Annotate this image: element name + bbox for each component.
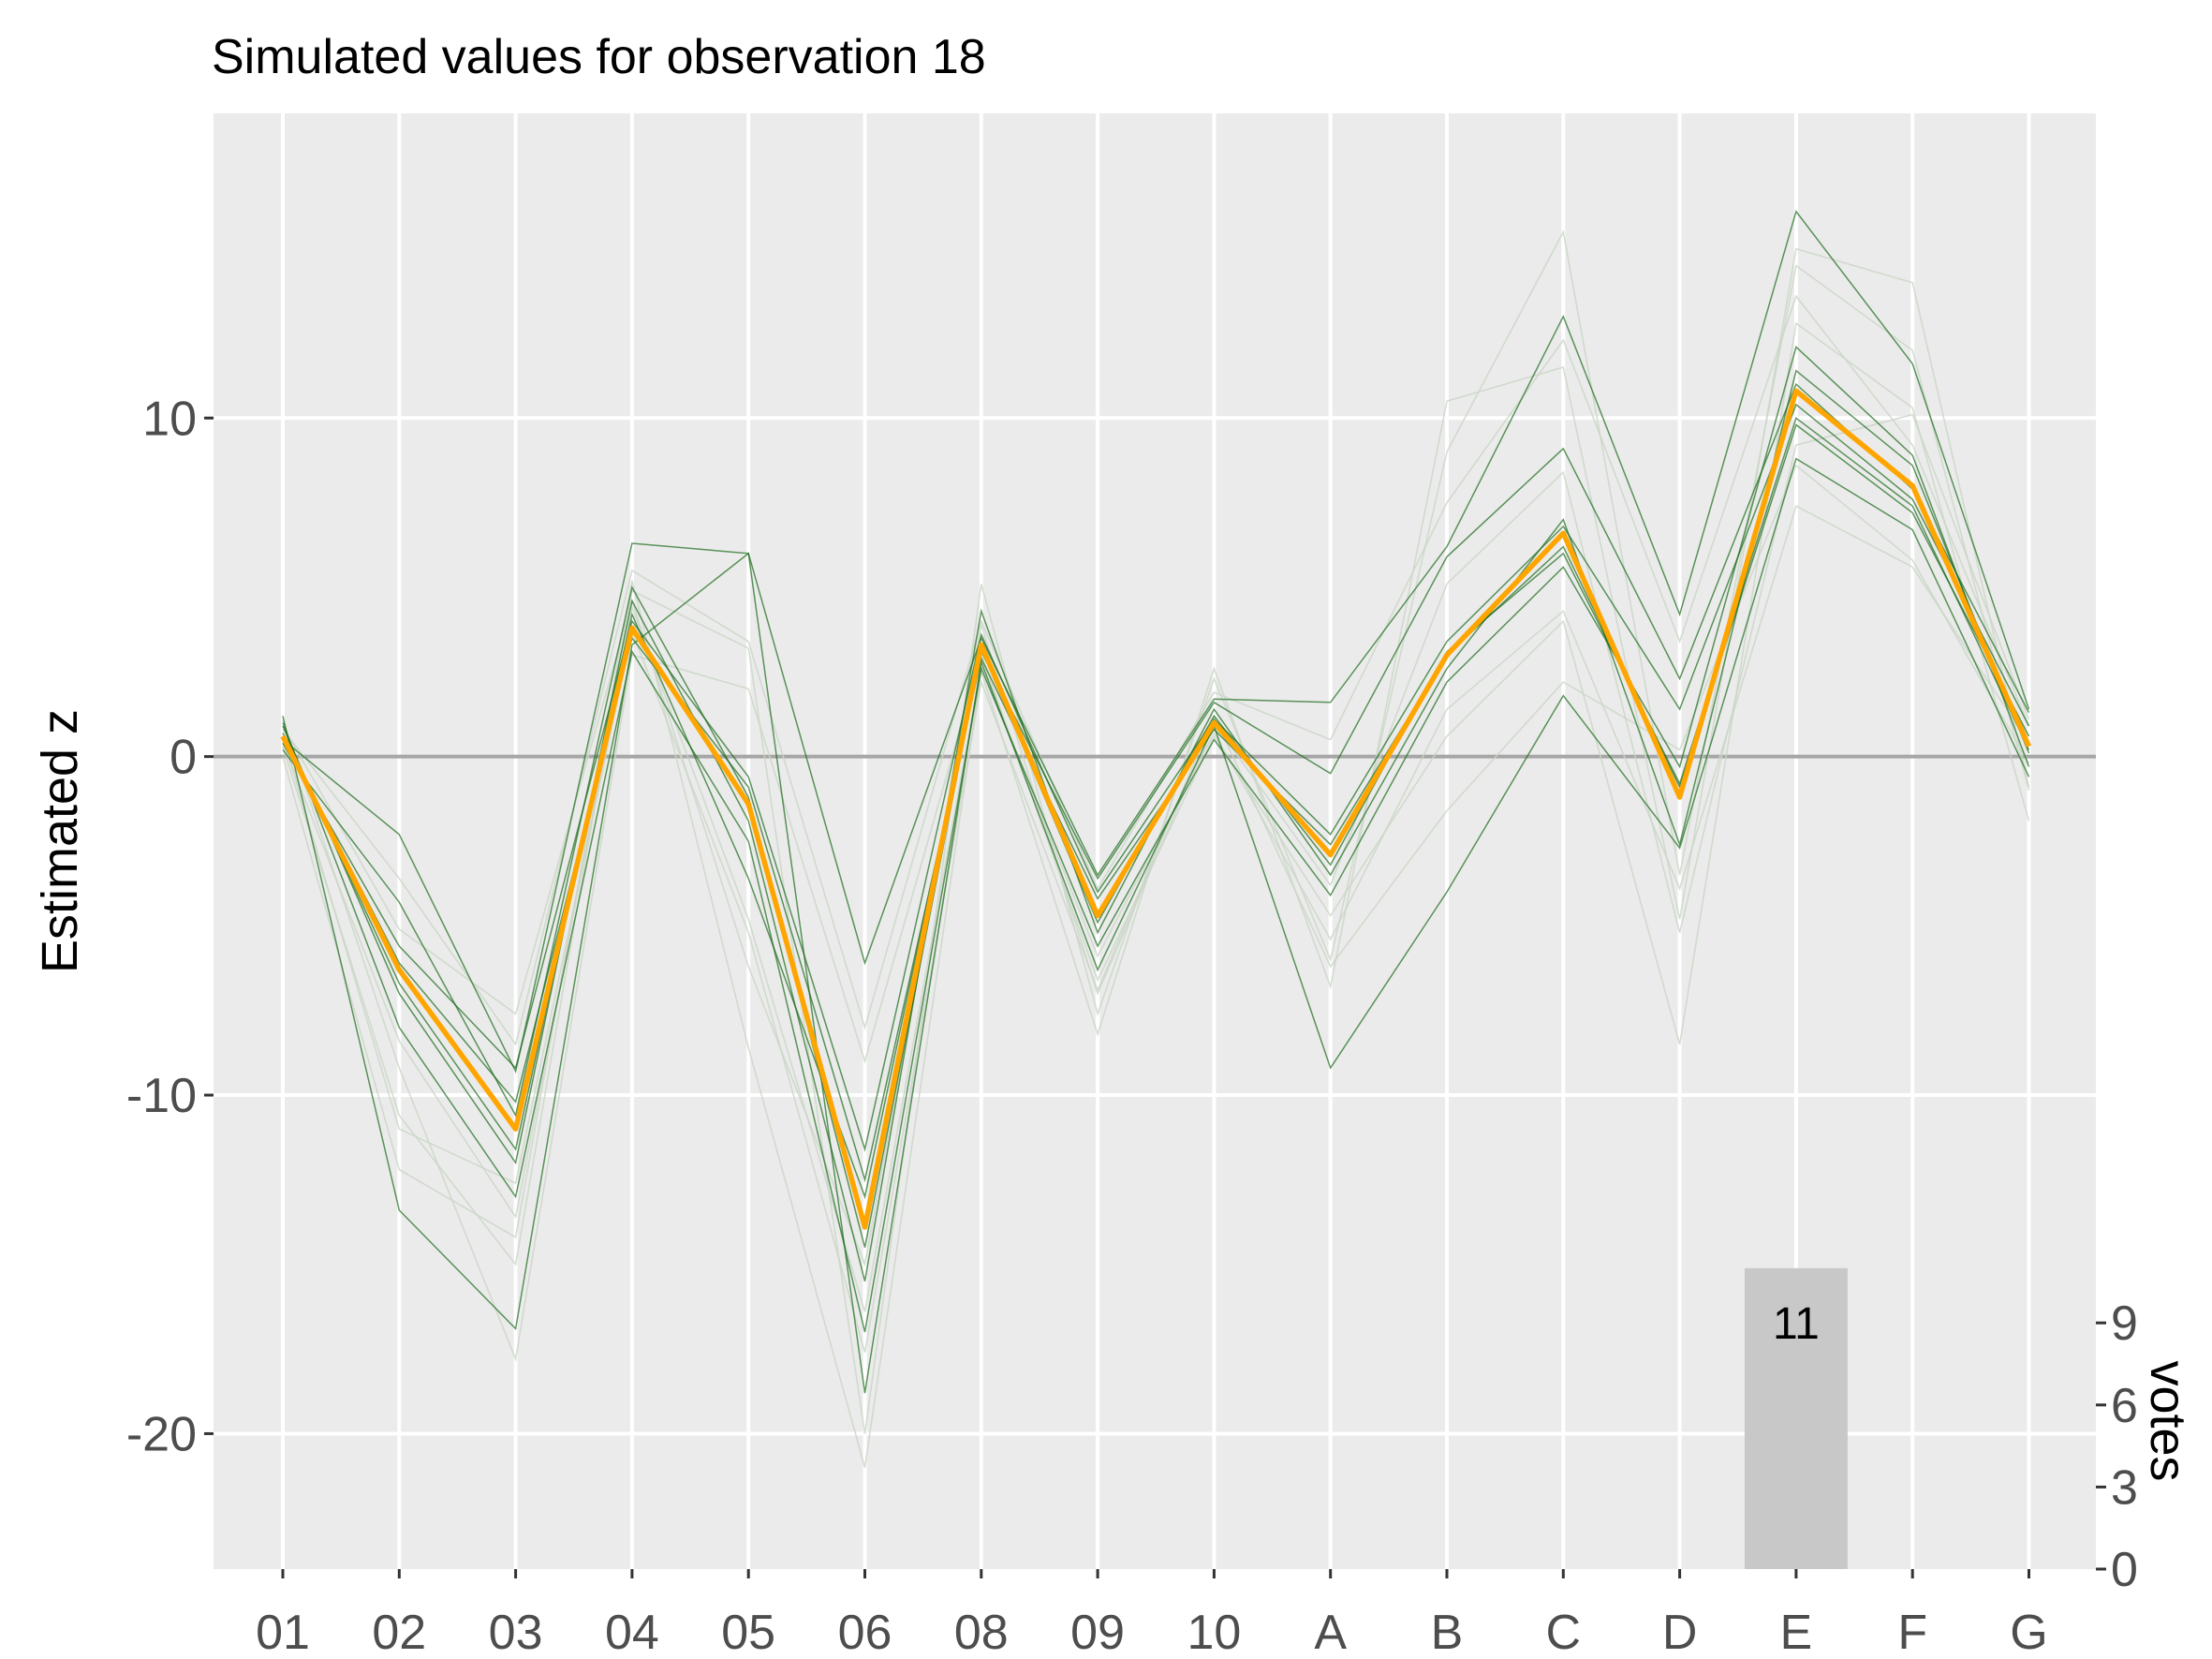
simulation-line-dark-7: [282, 210, 2030, 1074]
x-tick-label-05: 05: [721, 1606, 775, 1659]
simulation-line-light-1: [282, 230, 2030, 1434]
votes-tick-label-3: 3: [2111, 1460, 2138, 1515]
y-axis-label: Estimated z: [32, 709, 88, 973]
y-axis: 10 0 -10 -20: [126, 392, 214, 1461]
x-axis: 01 02 03 04 05 06 08 09 10 A B C D E F G: [256, 1569, 2048, 1659]
simulation-line-dark-6: [282, 457, 2030, 1394]
x-tick-label-02: 02: [372, 1606, 426, 1659]
x-tick-label-C: C: [1546, 1606, 1582, 1659]
x-tick-label-D: D: [1662, 1606, 1698, 1659]
x-tick-label-06: 06: [838, 1606, 892, 1659]
x-tick-label-F: F: [1897, 1606, 1927, 1659]
y-tick-label--20: -20: [126, 1407, 197, 1461]
highlight-series: [280, 388, 2032, 1230]
chart-title: Simulated values for observation 18: [212, 30, 986, 84]
x-tick-label-A: A: [1314, 1606, 1347, 1659]
simulation-line-dark-4: [282, 346, 2030, 1333]
y-tick-label-0: 0: [170, 731, 197, 785]
secondary-y-axis-label: votes: [2140, 1360, 2196, 1481]
votes-tick-label-0: 0: [2111, 1543, 2138, 1597]
votes-tick-label-9: 9: [2111, 1296, 2138, 1351]
x-tick-label-08: 08: [954, 1606, 1009, 1659]
x-tick-label-04: 04: [605, 1606, 659, 1659]
votes-tick-label-6: 6: [2111, 1379, 2138, 1433]
simulation-line-dark-5: [282, 382, 2030, 1248]
highlight-line: [280, 388, 2032, 1230]
x-tick-label-01: 01: [256, 1606, 310, 1659]
simulation-line-light-5: [282, 505, 2030, 1312]
x-tick-label-09: 09: [1070, 1606, 1125, 1659]
secondary-y-axis: 0 3 6 9: [2096, 1296, 2138, 1597]
votes-bars: 11: [1744, 1267, 1848, 1569]
y-tick-label-10: 10: [142, 392, 197, 446]
x-tick-label-E: E: [1780, 1606, 1813, 1659]
x-tick-label-B: B: [1431, 1606, 1464, 1659]
x-tick-label-03: 03: [489, 1606, 543, 1659]
x-tick-label-10: 10: [1187, 1606, 1241, 1659]
votes-bar-label-E: 11: [1773, 1299, 1820, 1349]
x-tick-label-G: G: [2010, 1606, 2047, 1659]
y-tick-label--10: -10: [126, 1069, 197, 1123]
votes-bar-E: [1744, 1267, 1848, 1569]
